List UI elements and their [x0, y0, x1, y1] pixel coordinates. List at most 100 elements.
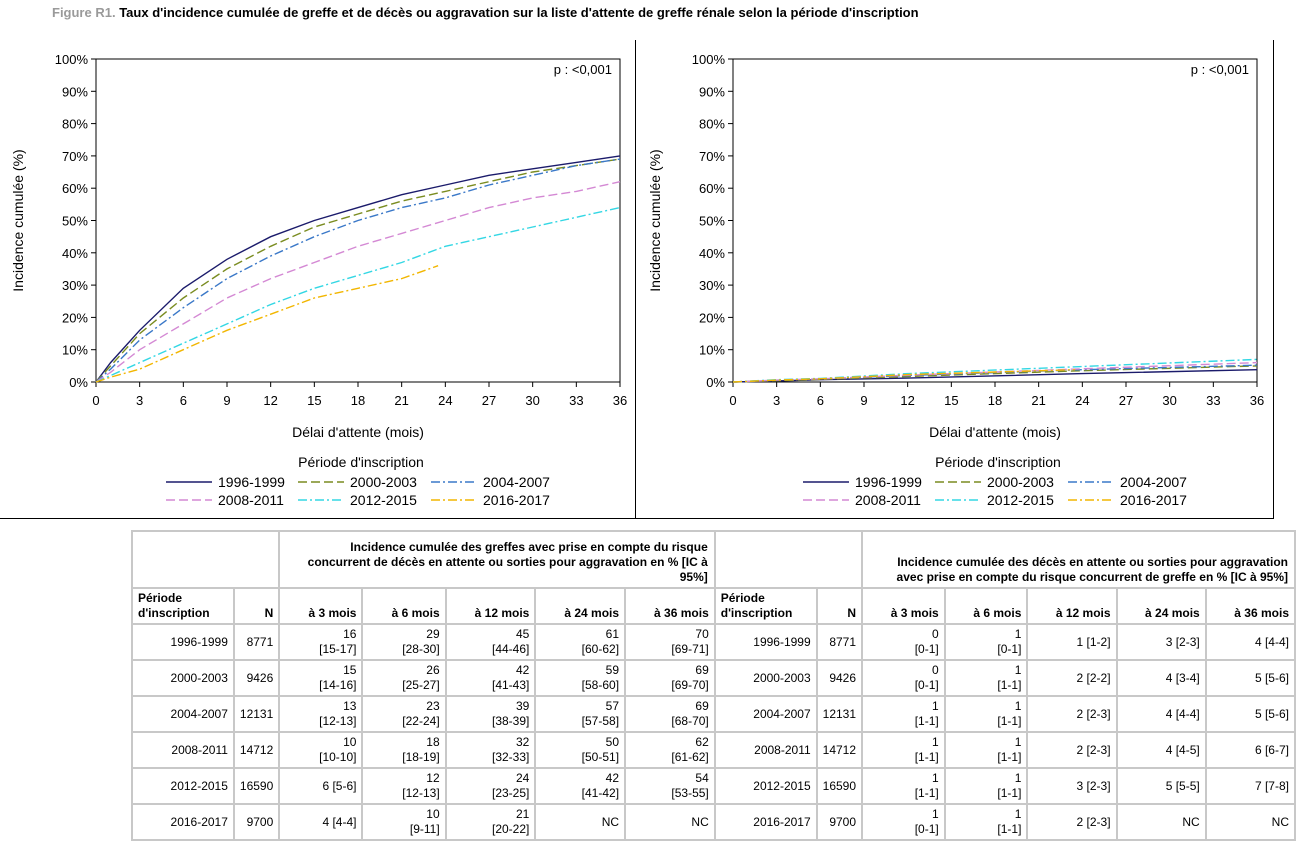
x-tick-label: 30 — [1162, 393, 1176, 408]
cell-greffe: 54 [53-55] — [624, 767, 716, 805]
cell-ci: [25-27] — [402, 678, 440, 692]
table-header-time: à 3 mois — [278, 587, 364, 625]
cell-greffe: 12 [12-13] — [361, 767, 447, 805]
cell-greffe: 15 [14-16] — [278, 659, 364, 697]
cell-deces: 3 [2-3] — [1115, 623, 1207, 661]
y-tick-label: 0% — [69, 375, 88, 390]
x-tick-label: 3 — [136, 393, 143, 408]
series-line-2012-2015 — [95, 206, 621, 383]
cell-greffe: 10 [9-11] — [361, 803, 447, 841]
cell-value: 50 — [605, 735, 620, 749]
series-line-2000-2003 — [732, 365, 1258, 383]
cell-value: 6 [6-7] — [1254, 742, 1289, 757]
table-group-deces: Incidence cumulée des décès en attente o… — [861, 530, 1296, 589]
y-tick-label: 20% — [62, 310, 88, 325]
cell-periode: 1996-1999 — [131, 623, 235, 661]
cell-deces: NC — [1115, 803, 1207, 841]
y-tick-label: 20% — [699, 310, 725, 325]
series-line-2000-2003 — [95, 158, 621, 383]
cell-deces: 6 [6-7] — [1204, 731, 1296, 769]
figure-title: Figure R1. Taux d'incidence cumulée de g… — [52, 5, 919, 20]
cell-value: NC — [601, 814, 620, 829]
cell-value: NC — [1182, 814, 1200, 829]
cell-value: 32 — [515, 735, 530, 749]
cell-deces: 1 [1-2] — [1026, 623, 1118, 661]
cell-ci: [41-43] — [491, 678, 530, 692]
cell-deces: 5 [5-5] — [1115, 767, 1207, 805]
cell-value: 1 — [932, 771, 939, 785]
cell-greffe: 50 [50-51] — [534, 731, 627, 769]
legend-label: 2000-2003 — [350, 474, 417, 490]
series-line-2004-2007 — [95, 158, 621, 383]
cell-ci: [1-1] — [914, 714, 939, 728]
cell-value: 24 — [515, 771, 530, 785]
x-tick-label: 12 — [900, 393, 914, 408]
cell-value: 4 [4-4] — [1165, 706, 1200, 721]
y-tick-label: 10% — [62, 343, 88, 358]
cell-ci: [0-1] — [914, 822, 939, 836]
y-tick-label: 40% — [62, 246, 88, 261]
cell-value: NC — [1271, 814, 1289, 829]
cell-deces: 1 [1-1] — [943, 695, 1029, 733]
cell-ci: [60-62] — [581, 642, 620, 656]
cell-value: 15 — [343, 663, 357, 677]
cell-deces: 2 [2-2] — [1026, 659, 1118, 697]
cell-greffe: 39 [38-39] — [444, 695, 537, 733]
cell-value: 7 [7-8] — [1254, 778, 1289, 793]
figure-title-text: Taux d'incidence cumulée de greffe et de… — [119, 5, 919, 20]
x-axis-label: Délai d'attente (mois) — [292, 424, 424, 440]
cell-value: 42 — [515, 663, 530, 677]
table-header-time: à 24 mois — [534, 587, 627, 625]
x-axis-label: Délai d'attente (mois) — [929, 424, 1061, 440]
cell-n: 9700 — [232, 803, 281, 841]
cell-value: 10 — [343, 735, 357, 749]
y-tick-label: 10% — [699, 343, 725, 358]
chart-deces: 0%10%20%30%40%50%60%70%80%90%100%0 3 6 9 12 1… — [647, 52, 1264, 508]
cell-periode: 2012-2015 — [131, 767, 235, 805]
cell-value: 69 — [695, 663, 709, 677]
x-tick-label: 36 — [613, 393, 627, 408]
cell-ci: [0-1] — [914, 642, 939, 656]
cell-ci: [10-10] — [319, 750, 357, 764]
cell-greffe: NC — [624, 803, 716, 841]
cell-value: 39 — [515, 699, 530, 713]
cell-ci: [12-13] — [319, 714, 357, 728]
cell-ci: [20-22] — [491, 822, 530, 836]
y-tick-label: 70% — [62, 149, 88, 164]
cell-value: 16 — [343, 627, 357, 641]
x-tick-label: 33 — [569, 393, 583, 408]
x-tick-label: 0 — [729, 393, 736, 408]
cell-deces: 0 [0-1] — [861, 659, 946, 697]
table-header-time: à 12 mois — [444, 587, 537, 625]
y-tick-label: 90% — [699, 84, 725, 99]
cell-ci: [1-1] — [914, 786, 939, 800]
cell-deces: 1 [1-1] — [861, 767, 946, 805]
table-header-n: N — [815, 587, 864, 625]
cell-periode: 2012-2015 — [713, 767, 818, 805]
x-tick-label: 6 — [817, 393, 824, 408]
table-row: 2008-2011 14712 10 [10-10] 18 [18-19] 32 [32-33… — [131, 731, 1296, 769]
cell-deces: 1 [1-1] — [861, 695, 946, 733]
table-group-header-row: Incidence cumulée des greffes avec prise… — [130, 530, 1296, 589]
cell-value: 29 — [426, 627, 440, 641]
cell-value: 26 — [426, 663, 440, 677]
cell-value: 42 — [605, 771, 620, 785]
cell-ci: [1-1] — [997, 822, 1022, 836]
cell-greffe: 6 [5-6] — [278, 767, 364, 805]
x-tick-label: 24 — [1075, 393, 1089, 408]
x-tick-label: 15 — [307, 393, 321, 408]
series-line-2016-2017 — [732, 369, 1076, 383]
legend-label: 2008-2011 — [218, 492, 284, 508]
cell-deces: 2 [2-3] — [1026, 731, 1118, 769]
cell-deces: 7 [7-8] — [1204, 767, 1296, 805]
cell-ci: [0-1] — [997, 642, 1022, 656]
cell-value: 69 — [695, 699, 709, 713]
y-tick-label: 60% — [62, 181, 88, 196]
cell-n: 14712 — [232, 731, 281, 769]
legend-label: 2012-2015 — [987, 492, 1054, 508]
cell-deces: 5 [5-6] — [1204, 695, 1296, 733]
cell-value: 3 [2-3] — [1076, 778, 1111, 793]
cell-ci: [1-1] — [914, 750, 939, 764]
cell-ci: [58-60] — [581, 678, 620, 692]
cell-value: 1 — [1014, 627, 1022, 641]
